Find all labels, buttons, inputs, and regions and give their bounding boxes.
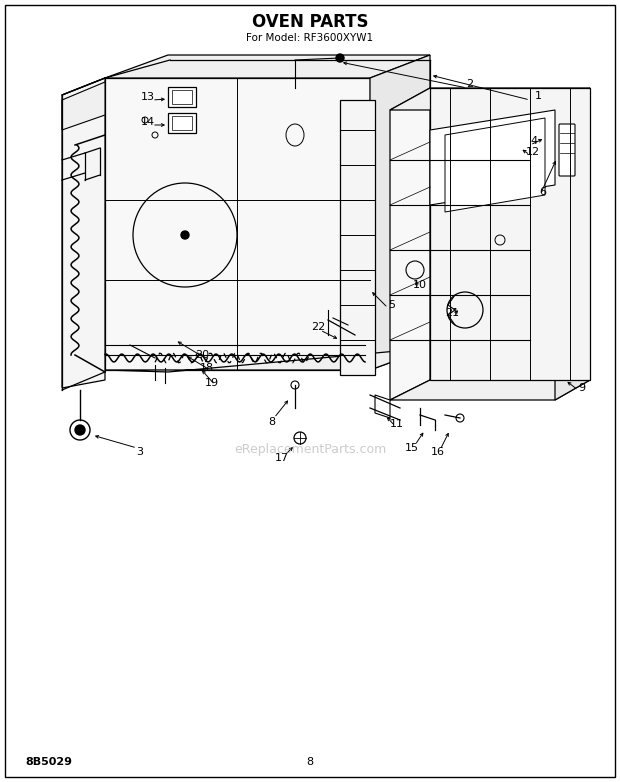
Text: 20: 20 <box>195 350 209 360</box>
Polygon shape <box>62 78 105 388</box>
Text: 9: 9 <box>578 383 585 393</box>
Text: 11: 11 <box>390 419 404 429</box>
Bar <box>168 87 196 107</box>
FancyBboxPatch shape <box>559 124 575 176</box>
Text: For Model: RF3600XYW1: For Model: RF3600XYW1 <box>246 33 374 43</box>
Text: 8B5029: 8B5029 <box>25 757 72 767</box>
Text: 1: 1 <box>534 91 541 101</box>
Polygon shape <box>340 100 375 375</box>
Text: 5: 5 <box>389 300 396 310</box>
Text: 2: 2 <box>466 79 474 89</box>
Text: 15: 15 <box>405 443 419 453</box>
Polygon shape <box>390 88 430 400</box>
Polygon shape <box>430 88 590 380</box>
Text: 4: 4 <box>531 136 538 146</box>
Text: 8: 8 <box>268 417 275 427</box>
Text: 13: 13 <box>141 92 155 102</box>
Text: 16: 16 <box>431 447 445 457</box>
Polygon shape <box>390 380 590 400</box>
Text: 6: 6 <box>539 187 546 197</box>
Polygon shape <box>445 118 545 212</box>
Text: 18: 18 <box>200 363 214 373</box>
Bar <box>172 116 192 130</box>
Polygon shape <box>555 88 590 400</box>
Text: OVEN PARTS: OVEN PARTS <box>252 13 368 31</box>
Polygon shape <box>62 82 105 130</box>
Circle shape <box>336 54 344 62</box>
Text: 3: 3 <box>136 447 143 457</box>
Text: 19: 19 <box>205 378 219 388</box>
Text: 14: 14 <box>141 117 155 127</box>
Polygon shape <box>390 88 590 110</box>
Text: 22: 22 <box>311 322 325 332</box>
Text: eReplacementParts.com: eReplacementParts.com <box>234 443 386 457</box>
Bar <box>168 113 196 133</box>
Circle shape <box>181 231 189 239</box>
Polygon shape <box>370 55 430 370</box>
Polygon shape <box>430 110 555 205</box>
Text: 12: 12 <box>526 147 540 157</box>
Text: 21: 21 <box>445 308 459 318</box>
Bar <box>172 90 192 104</box>
Polygon shape <box>105 55 430 78</box>
Circle shape <box>75 425 85 435</box>
Text: 17: 17 <box>275 453 289 463</box>
Text: 10: 10 <box>413 280 427 290</box>
Polygon shape <box>62 78 105 95</box>
Polygon shape <box>375 395 390 418</box>
Text: 8: 8 <box>306 757 314 767</box>
Polygon shape <box>105 348 430 372</box>
Polygon shape <box>105 78 370 370</box>
